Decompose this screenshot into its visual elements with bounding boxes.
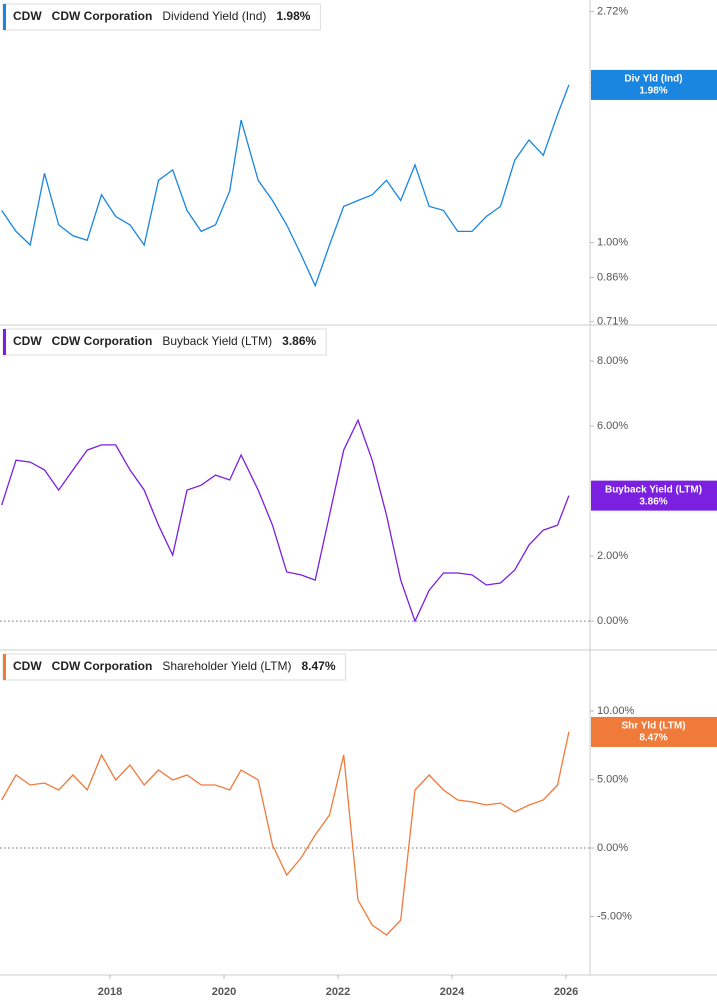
legend-swatch bbox=[3, 654, 6, 680]
current-value: 8.47% bbox=[302, 659, 336, 673]
x-tick-label: 2018 bbox=[98, 986, 122, 998]
legend-swatch bbox=[3, 329, 6, 355]
y-tick-label: 1.00% bbox=[597, 237, 628, 249]
ticker: CDW bbox=[13, 9, 42, 23]
series-line bbox=[1, 731, 570, 936]
legend: CDW CDW Corporation Shareholder Yield (LTM… bbox=[2, 653, 347, 681]
value-tag-title: Shr Yld (LTM) bbox=[621, 721, 685, 732]
series-line bbox=[1, 418, 570, 623]
y-tick-label: 0.00% bbox=[597, 842, 628, 854]
current-value: 3.86% bbox=[282, 334, 316, 348]
y-tick-label: -5.00% bbox=[597, 910, 632, 922]
legend-box bbox=[2, 3, 321, 31]
value-tag bbox=[591, 69, 717, 100]
series-line bbox=[1, 84, 570, 288]
value-tag-value: 8.47% bbox=[639, 733, 667, 744]
value-tag-value: 3.86% bbox=[639, 496, 667, 507]
ticker: CDW bbox=[13, 659, 42, 673]
y-tick-label: 5.00% bbox=[597, 773, 628, 785]
series-name: Dividend Yield (Ind) bbox=[162, 9, 266, 23]
company: CDW Corporation bbox=[52, 334, 153, 348]
x-tick-label: 2026 bbox=[554, 986, 578, 998]
value-tag-value: 1.98% bbox=[639, 86, 667, 97]
series-name: Buyback Yield (LTM) bbox=[162, 334, 272, 348]
y-tick-label: 0.86% bbox=[597, 271, 628, 283]
y-tick-label: 6.00% bbox=[597, 420, 628, 432]
x-tick-label: 2024 bbox=[440, 986, 465, 998]
current-value: 1.98% bbox=[276, 9, 310, 23]
series-name: Shareholder Yield (LTM) bbox=[162, 659, 291, 673]
value-tag bbox=[591, 480, 717, 511]
y-tick-label: 0.71% bbox=[597, 316, 628, 328]
x-tick-label: 2022 bbox=[326, 986, 350, 998]
y-tick-label: 2.00% bbox=[597, 550, 628, 562]
legend-box bbox=[2, 328, 327, 356]
ticker: CDW bbox=[13, 334, 42, 348]
y-tick-label: 8.00% bbox=[597, 355, 628, 367]
value-tag-title: Div Yld (Ind) bbox=[624, 74, 682, 85]
company: CDW Corporation bbox=[52, 9, 153, 23]
value-tag-title: Buyback Yield (LTM) bbox=[605, 484, 702, 495]
y-tick-label: 10.00% bbox=[597, 705, 635, 717]
legend-swatch bbox=[3, 4, 6, 30]
y-tick-label: 2.72% bbox=[597, 5, 628, 17]
legend: CDW CDW Corporation Dividend Yield (Ind) 1.… bbox=[2, 3, 321, 31]
x-tick-label: 2020 bbox=[212, 986, 236, 998]
legend: CDW CDW Corporation Buyback Yield (LTM) 3.8… bbox=[2, 328, 327, 356]
value-tag bbox=[591, 716, 717, 747]
company: CDW Corporation bbox=[52, 659, 153, 673]
y-tick-label: 0.00% bbox=[597, 615, 628, 627]
